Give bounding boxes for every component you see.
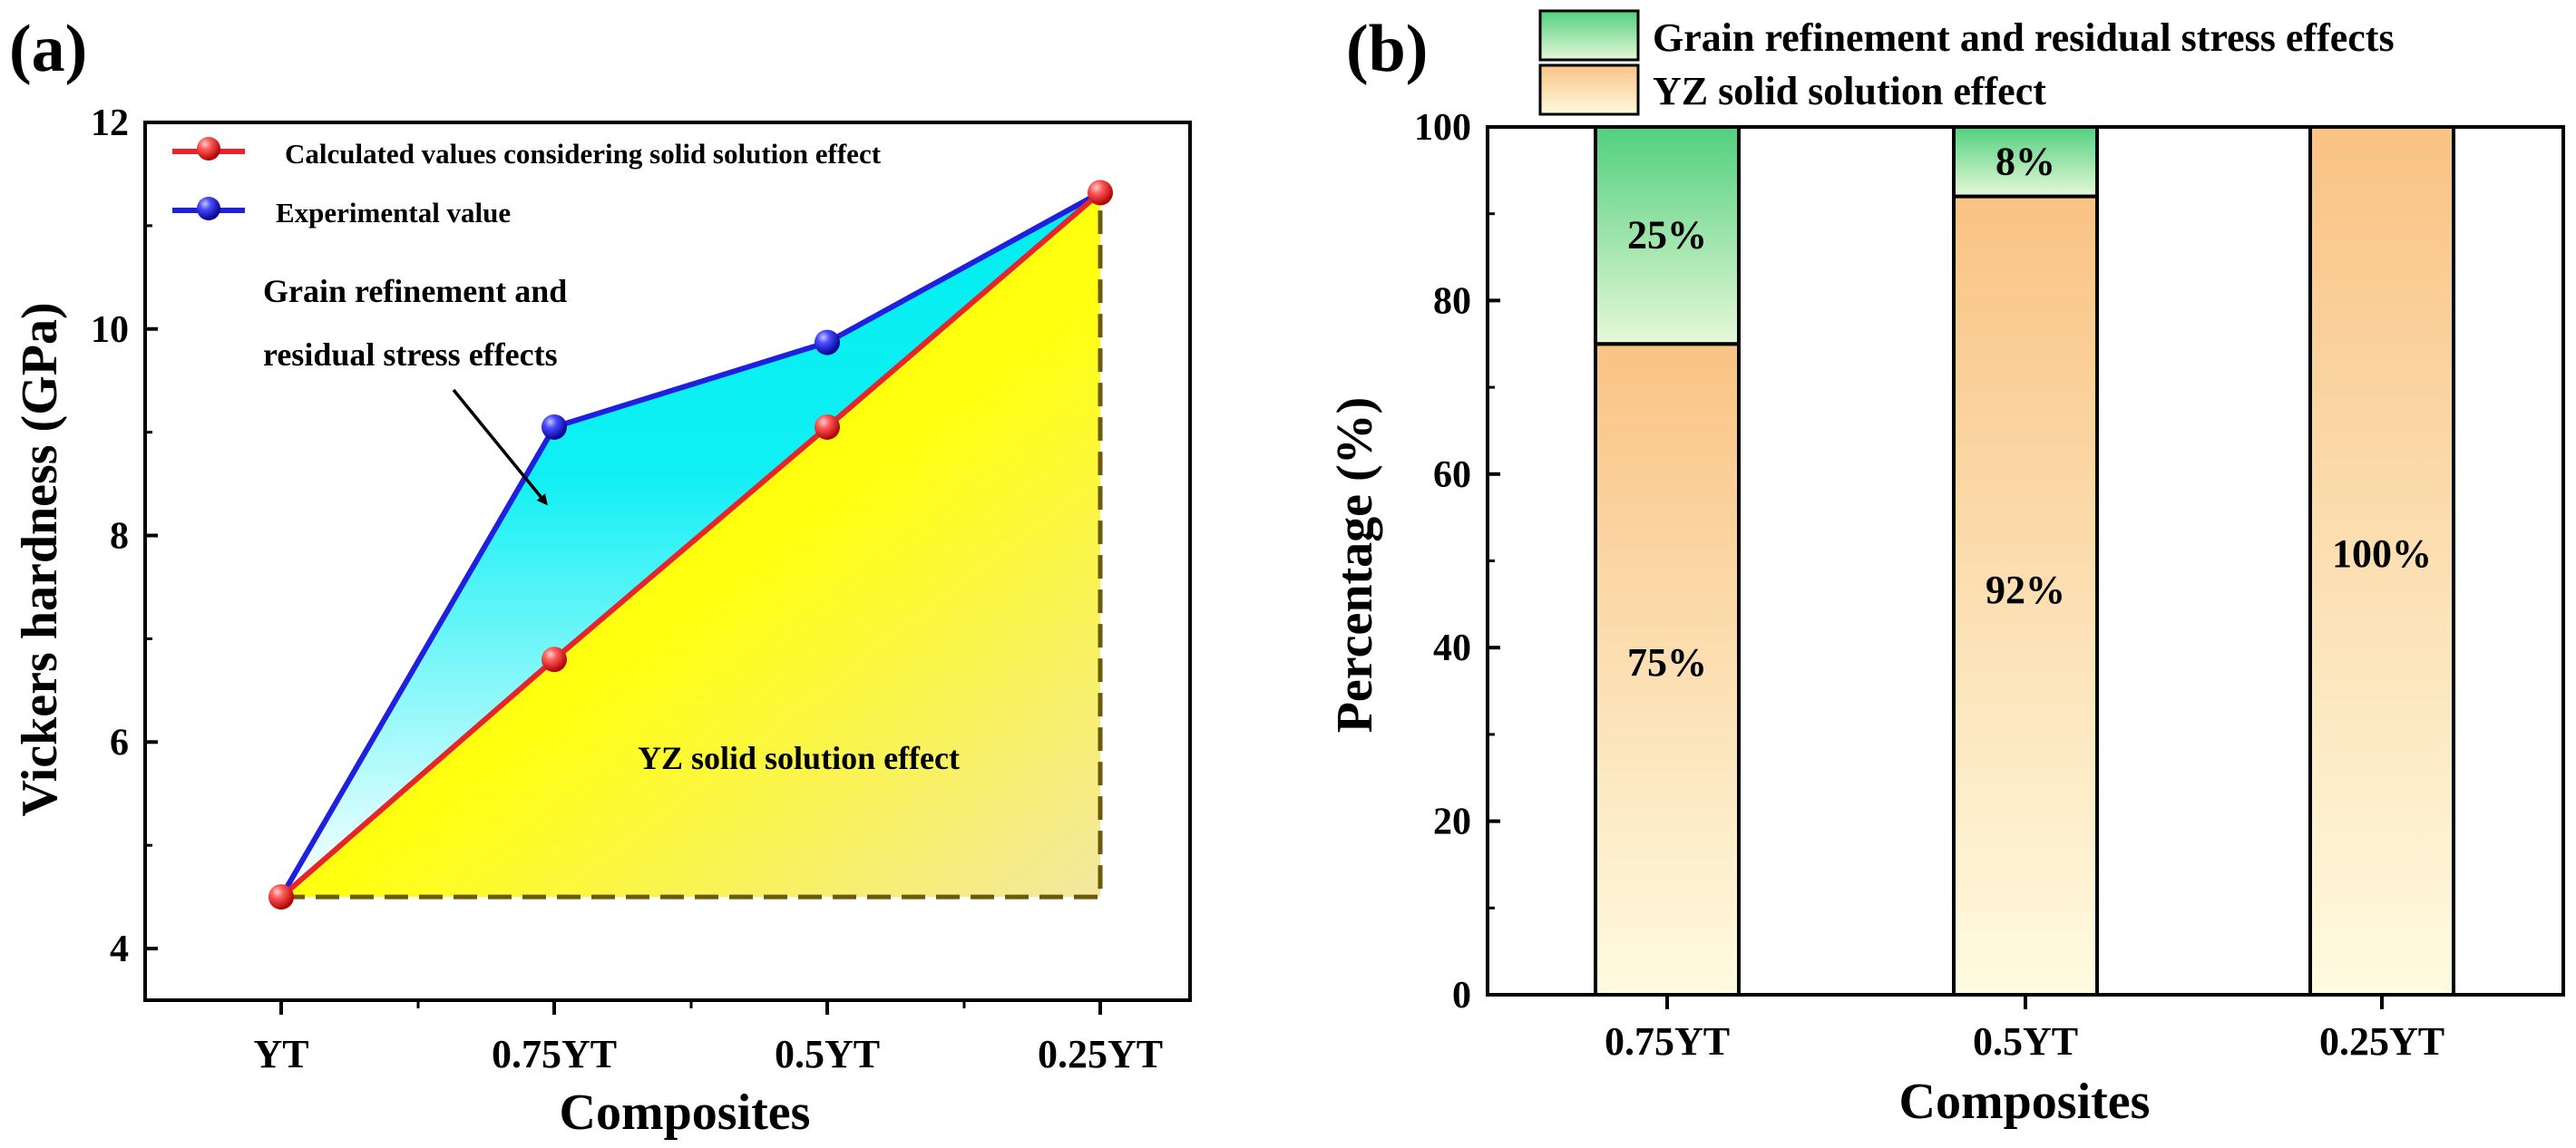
panel-a-label: (a) [9, 12, 87, 86]
calculated-value-line [279, 190, 1102, 900]
a-ytick-label: 6 [110, 722, 129, 764]
b-ytick-label: 40 [1433, 628, 1471, 669]
panel-a: (a) 4 6 8 10 12 YT 0.75YT 0.5YT 0.25YT Calculate… [9, 12, 1192, 1141]
legend-exp-label: Experimental value [276, 197, 511, 229]
b-yaxis-title: Percentage (%) [1327, 397, 1383, 734]
a-xtick-label: 0.25YT [1038, 1032, 1163, 1076]
a-annotation-grain: Grain refinement and residual stress eff… [263, 273, 567, 506]
b-ytick-label: 60 [1433, 454, 1471, 496]
b-ytick-label: 100 [1414, 107, 1471, 149]
b-axes: 0 20 40 60 80 100 0.75YT 0.5YT 0.25YT [1414, 107, 2565, 1064]
calculated-point [268, 884, 294, 910]
bar-label-yz: 75% [1627, 640, 1707, 685]
a-ytick-label: 4 [110, 929, 129, 970]
calculated-point [542, 647, 567, 673]
b-ytick-label: 0 [1452, 975, 1471, 1017]
legend-grain-swatch [1538, 9, 1640, 62]
experimental-point [815, 329, 840, 355]
a-ytick-label: 12 [91, 102, 129, 144]
annotation-arrow [452, 388, 548, 506]
annotation-grain-line1: Grain refinement and [263, 273, 567, 309]
legend-calc-swatch-marker [197, 137, 220, 161]
a-legend: Calculated values considering solid solu… [172, 137, 882, 229]
a-xtick-label: 0.75YT [492, 1032, 617, 1076]
a-xtick-label: 0.5YT [775, 1032, 880, 1076]
a-series-lines [278, 190, 1102, 900]
b-xaxis-title: Composites [1899, 1074, 2151, 1130]
legend-grain-label: Grain refinement and residual stress eff… [1653, 15, 2395, 60]
b-xtick-label: 0.25YT [2319, 1019, 2444, 1064]
panel-b-label: (b) [1346, 12, 1428, 86]
bar-label-yz: 92% [1986, 568, 2065, 612]
b-bars: 25% 75% 8% 92% 100% [1594, 125, 2455, 997]
b-xtick-label: 0.5YT [1973, 1019, 2078, 1064]
a-plot-frame [143, 121, 1192, 1002]
annotation-grain-line2: residual stress effects [263, 336, 558, 373]
a-yaxis-title: Vickers hardness (GPa) [12, 302, 68, 816]
experimental-value-line [278, 190, 1102, 899]
legend-calc-label: Calculated values considering solid solu… [285, 138, 882, 170]
b-xtick-label: 0.75YT [1605, 1019, 1730, 1064]
a-markers [268, 180, 1113, 910]
experimental-point [542, 413, 567, 440]
calculated-point [1088, 180, 1113, 206]
b-ytick-label: 20 [1433, 802, 1471, 843]
legend-exp-swatch-marker [197, 197, 220, 220]
a-ytick-label: 10 [91, 309, 129, 351]
legend-yz-label: YZ solid solution effect [1653, 69, 2046, 113]
b-ytick-label: 80 [1433, 280, 1471, 322]
bar-yz-solid-solution [2308, 125, 2455, 997]
bar-label-grain: 8% [1995, 139, 2055, 183]
panel-b: (b) Grain refinement and residual stress… [1327, 9, 2565, 1130]
a-axes: 4 6 8 10 12 YT 0.75YT 0.5YT 0.25YT [91, 102, 1192, 1076]
calculated-point [815, 413, 840, 440]
bar-label-yz: 100% [2332, 531, 2432, 576]
a-xaxis-title: Composites [560, 1085, 811, 1141]
annotation-yz-effect: YZ solid solution effect [638, 740, 960, 776]
bar-label-grain: 25% [1627, 213, 1707, 258]
yz-area-dashed-border [281, 192, 1103, 900]
bar-yz-solid-solution [1952, 194, 2099, 997]
legend-yz-swatch [1538, 63, 1640, 116]
a-ytick-label: 8 [110, 516, 129, 558]
a-xtick-label: YT [253, 1032, 308, 1076]
b-legend: Grain refinement and residual stress eff… [1538, 9, 2395, 116]
bar-grain-refinement [1952, 125, 2099, 199]
